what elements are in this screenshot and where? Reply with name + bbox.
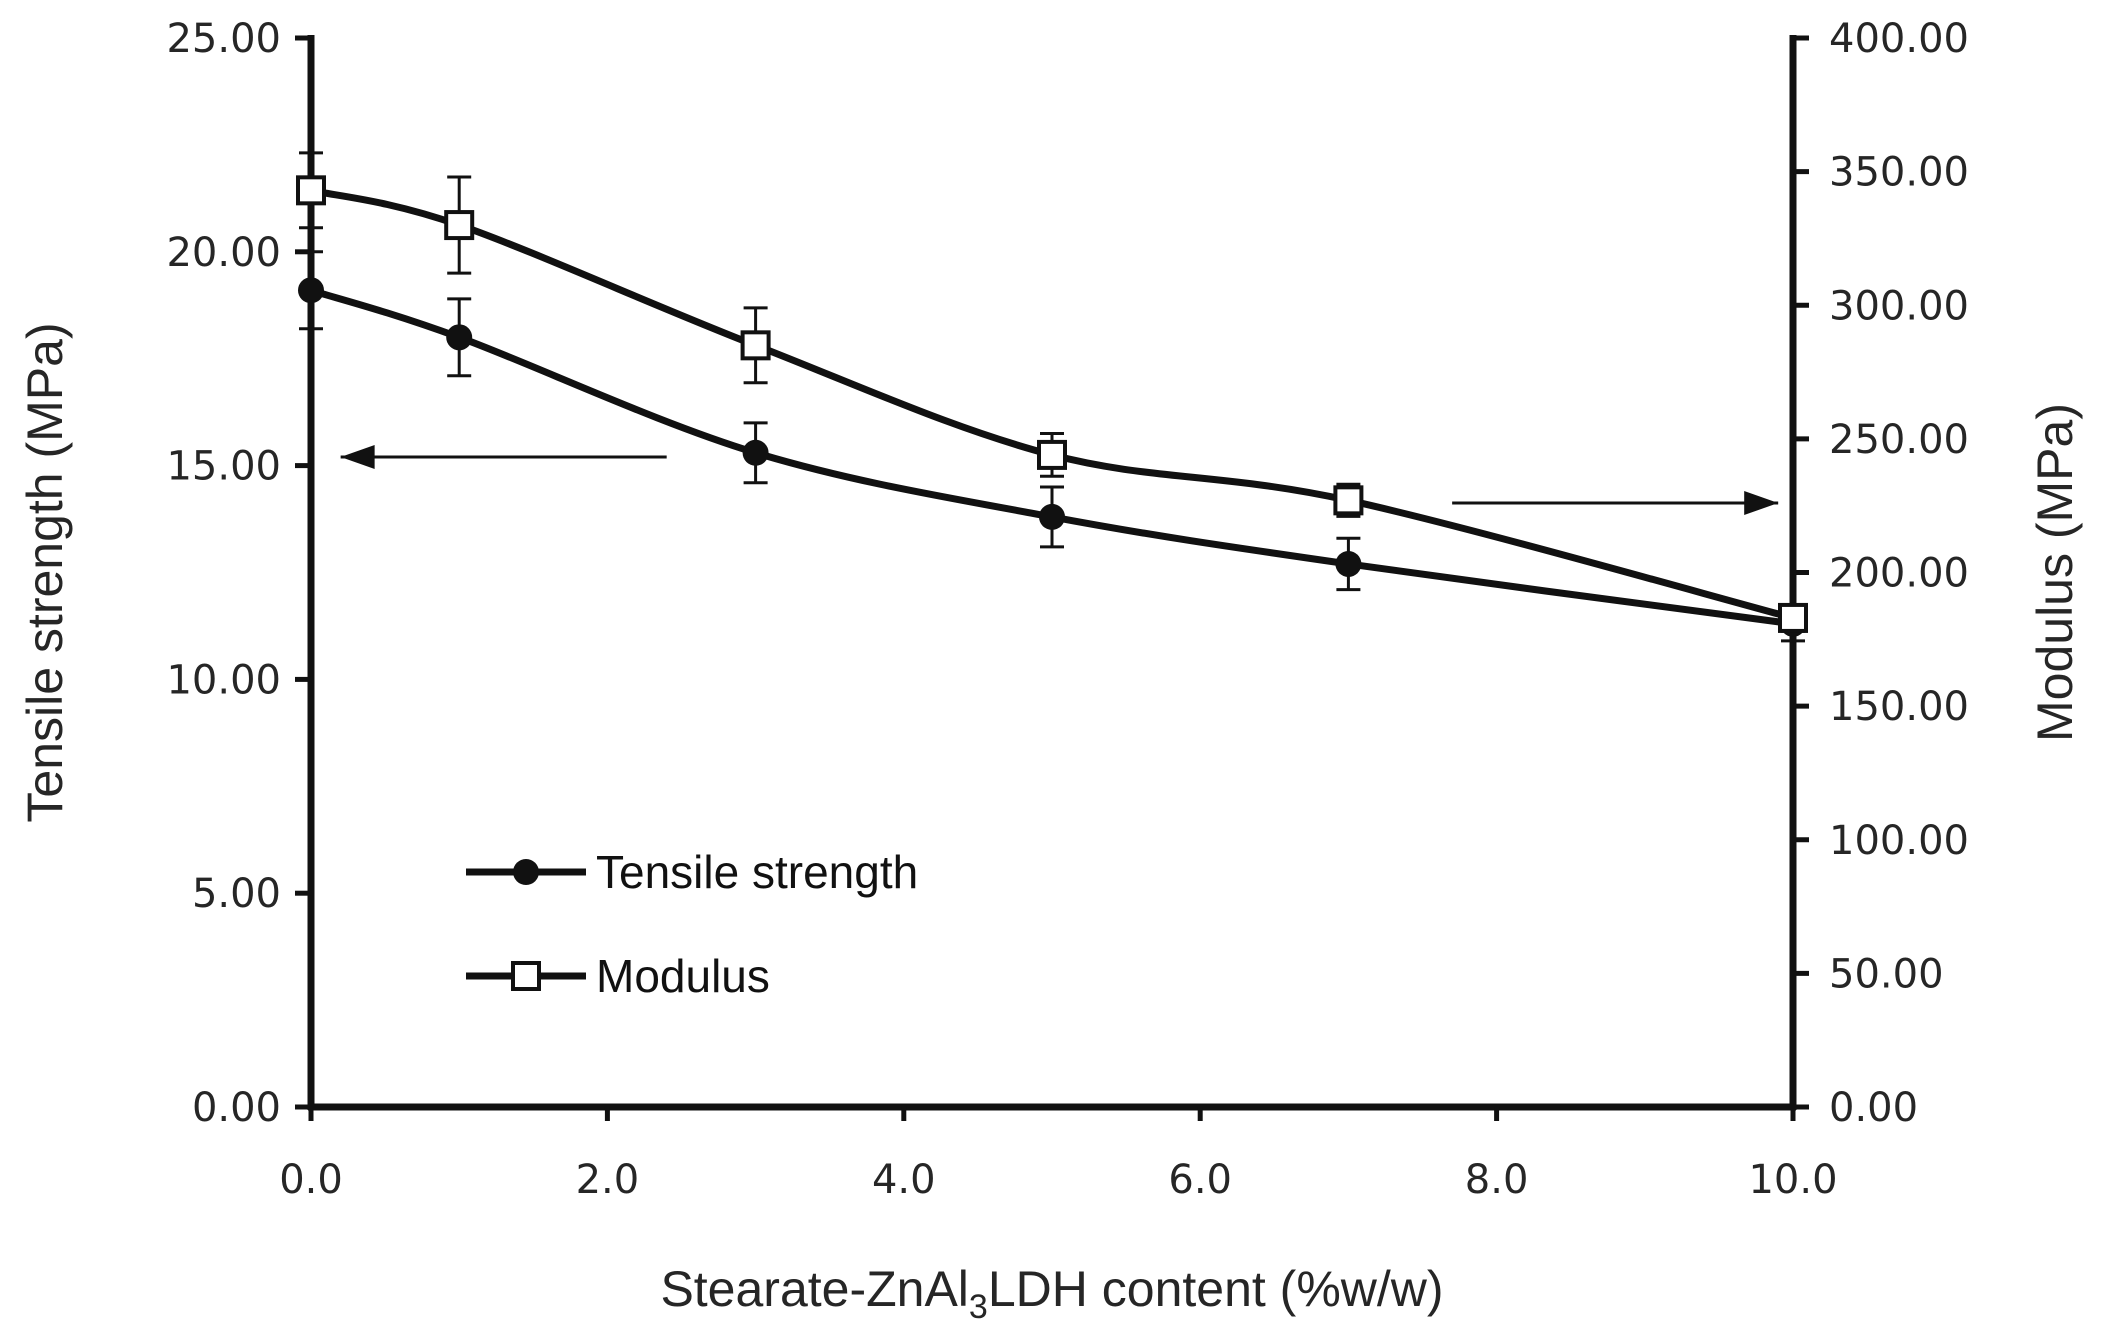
- series-line-modulus: [310, 186, 1794, 622]
- series-layer: [296, 151, 1808, 643]
- x-axis-title-main: Stearate-ZnAl: [660, 1261, 968, 1317]
- arrow-left-to-tensile-axis-head: [340, 445, 375, 470]
- data-point-tensile: [742, 439, 769, 466]
- y-left-tick-label: 0.00: [192, 1085, 281, 1131]
- tick-labels: 0.00 5.00 10.00 15.00 20.00 25.00 0.00 50.00 100…: [166, 16, 1968, 1203]
- data-point-tensile: [298, 277, 324, 304]
- y-right-tick-label: 150.00: [1829, 684, 1969, 730]
- x-tick-label: 10.0: [1748, 1157, 1837, 1203]
- data-point-modulus: [1778, 602, 1808, 633]
- y-left-tick-label: 15.00: [166, 444, 281, 490]
- y-right-tick-label: 0.00: [1829, 1085, 1918, 1131]
- x-tick-label: 8.0: [1465, 1157, 1529, 1203]
- y-right-tick-label: 100.00: [1829, 818, 1969, 864]
- y-right-tick-label: 50.00: [1829, 951, 1944, 997]
- x-axis-title-subscript: 3: [969, 1288, 988, 1326]
- y-left-tick-label: 25.00: [166, 16, 281, 62]
- y-axis-title-right: Modulus (MPa): [2027, 403, 2083, 742]
- data-point-tensile: [1039, 503, 1065, 530]
- data-point-modulus: [296, 175, 326, 206]
- data-point-modulus: [1333, 485, 1364, 516]
- y-left-tick-label: 20.00: [166, 230, 281, 276]
- y-left-tick-label: 5.00: [192, 871, 281, 917]
- x-axis-title-suffix: LDH content (%w/w): [988, 1261, 1444, 1317]
- legend-label-tensile: Tensile strength: [596, 846, 918, 898]
- legend-marker-modulus: [511, 961, 541, 991]
- x-tick-label: 0.0: [279, 1157, 343, 1203]
- axis-arrows: [340, 445, 1779, 516]
- y-right-tick-label: 200.00: [1829, 551, 1969, 597]
- x-axis-title: Stearate-ZnAl3LDH content (%w/w): [660, 1261, 1443, 1326]
- y-right-tick-label: 300.00: [1829, 283, 1969, 329]
- legend-label-modulus: Modulus: [596, 950, 770, 1002]
- y-right-tick-label: 350.00: [1829, 150, 1969, 196]
- y-right-tick-label: 400.00: [1829, 16, 1969, 62]
- y-left-tick-label: 10.00: [166, 657, 281, 703]
- legend-marker-tensile: [513, 859, 539, 885]
- x-tick-label: 2.0: [576, 1157, 640, 1203]
- data-point-modulus: [444, 210, 475, 241]
- data-point-tensile: [1335, 550, 1362, 577]
- legend: Tensile strength Modulus: [466, 846, 918, 1002]
- tick-marks: [295, 35, 1809, 1121]
- y-right-tick-label: 250.00: [1829, 417, 1969, 463]
- x-tick-label: 4.0: [872, 1157, 936, 1203]
- arrow-right-to-modulus-axis-head: [1744, 491, 1779, 516]
- data-point-modulus: [740, 330, 771, 361]
- y-axis-title-left: Tensile strength (MPa): [17, 322, 73, 822]
- x-tick-label: 6.0: [1168, 1157, 1232, 1203]
- data-point-modulus: [1037, 439, 1067, 470]
- plot-area: 0.00 5.00 10.00 15.00 20.00 25.00 0.00 50.00 100…: [166, 16, 1968, 1203]
- data-point-tensile: [446, 324, 473, 351]
